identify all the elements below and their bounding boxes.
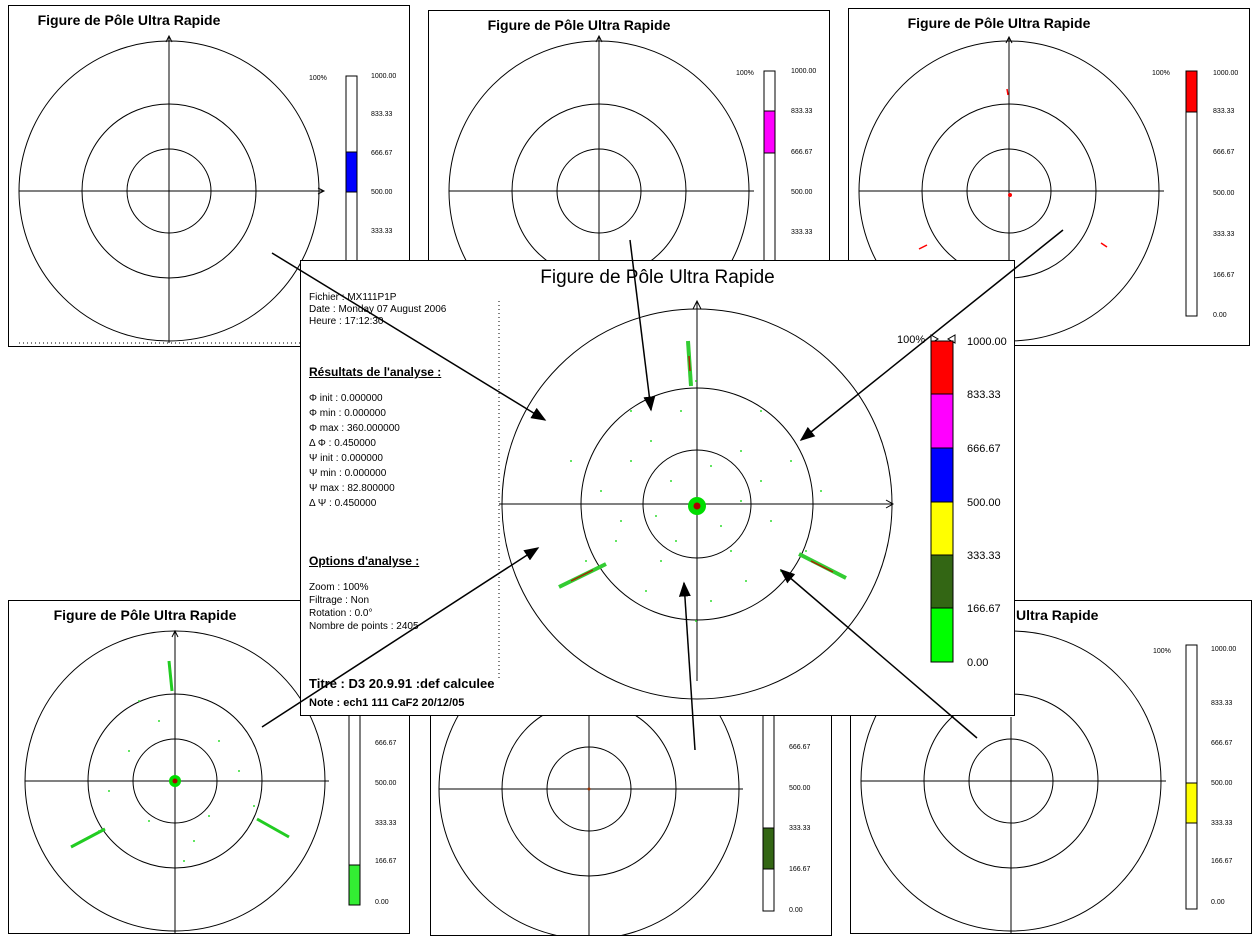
scale-label: 0.00 (967, 657, 988, 669)
scale-label: 166.67 (375, 858, 397, 865)
scale-top-percent: 100% (1153, 648, 1171, 655)
center-title: Figure de Pôle Ultra Rapide (540, 267, 775, 288)
scale-label: 833.33 (1211, 700, 1233, 707)
panel-title: Figure de Pôle Ultra Rapide (53, 607, 237, 623)
scale-label: 500.00 (1211, 780, 1233, 787)
scale-label: 666.67 (1211, 740, 1233, 747)
color-scale-bar (930, 340, 954, 663)
scale-top-percent: 100% (309, 75, 327, 82)
scale-top-percent: 100% (1152, 70, 1170, 77)
scale-label: 1000.00 (1213, 70, 1238, 77)
scale-top-percent: 100% (897, 334, 925, 346)
scale-top-percent: 100% (736, 70, 754, 77)
param-delta-psi: Δ Ψ : 0.450000 (309, 498, 377, 509)
scale-label: 666.67 (791, 149, 813, 156)
scale-label: 666.67 (967, 443, 1001, 455)
param-psi-init: Ψ init : 0.000000 (309, 453, 383, 464)
scale-label: 1000.00 (967, 336, 1007, 348)
pole-figure-plot: 666.67 500.00 333.33 166.67 0.00 (24, 629, 397, 933)
pole-figure-panel-center: Figure de Pôle Ultra Rapide Fichier : MX… (300, 260, 1015, 716)
scale-label: 166.67 (967, 603, 1001, 615)
panel-title: Figure de Pôle Ultra Rapide (37, 12, 221, 28)
scale-label: 833.33 (1213, 108, 1235, 115)
scale-label: 333.33 (789, 825, 811, 832)
panel-title: Figure de Pôle Ultra Rapide (907, 15, 1091, 31)
scale-label: 833.33 (967, 389, 1001, 401)
scale-label: 500.00 (1213, 190, 1235, 197)
param-psi-min: Ψ min : 0.000000 (309, 468, 387, 479)
scale-label: 500.00 (791, 189, 813, 196)
scale-label: 166.67 (1213, 272, 1235, 279)
center-pole-figure-plot: 100% 1000.00 833.33 666.67 500.00 333.33… (498, 299, 1007, 700)
panel-title: Figure de Pôle Ultra Rapide (487, 17, 671, 33)
scale-label: 333.33 (791, 229, 813, 236)
scale-label: 0.00 (1211, 899, 1225, 906)
scale-label: 500.00 (375, 780, 397, 787)
scale-label: 0.00 (1213, 312, 1227, 319)
panel-title-partial: Ultra Rapide (1016, 607, 1099, 623)
scale-label: 333.33 (371, 228, 393, 235)
scale-label: 666.67 (789, 744, 811, 751)
scale-label: 333.33 (1211, 820, 1233, 827)
scale-label: 666.67 (375, 740, 397, 747)
scale-label: 666.67 (1213, 149, 1235, 156)
scale-label: 0.00 (375, 899, 389, 906)
param-psi-max: Ψ max : 82.800000 (309, 483, 395, 494)
param-delta-phi: Δ Φ : 0.450000 (309, 438, 376, 449)
param-phi-max: Φ max : 360.000000 (309, 423, 400, 434)
scale-label: 166.67 (1211, 858, 1233, 865)
scale-label: 333.33 (1213, 231, 1235, 238)
scale-label: 666.67 (371, 150, 393, 157)
scale-label: 500.00 (967, 497, 1001, 509)
scale-label: 0.00 (789, 907, 803, 914)
pole-figure-plot: 100% 1000.00 833.33 666.67 500.00 333.33 (448, 34, 816, 339)
scale-label: 333.33 (967, 550, 1001, 562)
scale-label: 333.33 (375, 820, 397, 827)
pole-figure-panel-top-left: Figure de Pôle Ultra Rapide 100% 1000.00… (8, 5, 410, 347)
scale-label: 1000.00 (791, 68, 816, 75)
scale-label: 500.00 (789, 785, 811, 792)
scale-label: 1000.00 (1211, 646, 1236, 653)
scale-label: 1000.00 (371, 73, 396, 80)
scale-label: 500.00 (371, 189, 393, 196)
pole-figure-plot: 100% 1000.00 833.33 666.67 500.00 333.33 (18, 34, 409, 345)
scale-label: 166.67 (789, 866, 811, 873)
scale-label: 833.33 (791, 108, 813, 115)
scale-label: 833.33 (371, 111, 393, 118)
